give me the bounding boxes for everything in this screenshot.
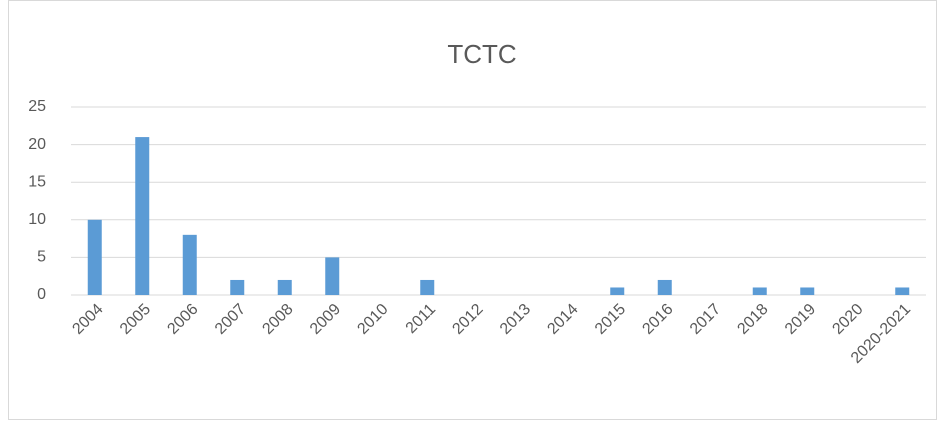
bar xyxy=(325,257,340,295)
y-tick-label: 15 xyxy=(28,173,46,190)
chart-frame xyxy=(8,0,937,420)
y-tick-label: 25 xyxy=(28,98,46,115)
bar xyxy=(752,287,767,295)
y-tick-label: 10 xyxy=(28,211,46,228)
bar xyxy=(277,279,292,295)
y-tick-label: 20 xyxy=(28,136,46,153)
bar xyxy=(182,234,197,295)
bar xyxy=(135,137,150,295)
bar xyxy=(610,287,625,295)
bar xyxy=(230,279,245,295)
bar xyxy=(657,279,672,295)
y-tick-label: 0 xyxy=(37,286,46,303)
bar xyxy=(895,287,910,295)
bar xyxy=(420,279,435,295)
chart-title: TCTC xyxy=(447,39,516,69)
bar xyxy=(800,287,815,295)
y-tick-label: 5 xyxy=(37,249,46,266)
bar xyxy=(87,219,102,295)
